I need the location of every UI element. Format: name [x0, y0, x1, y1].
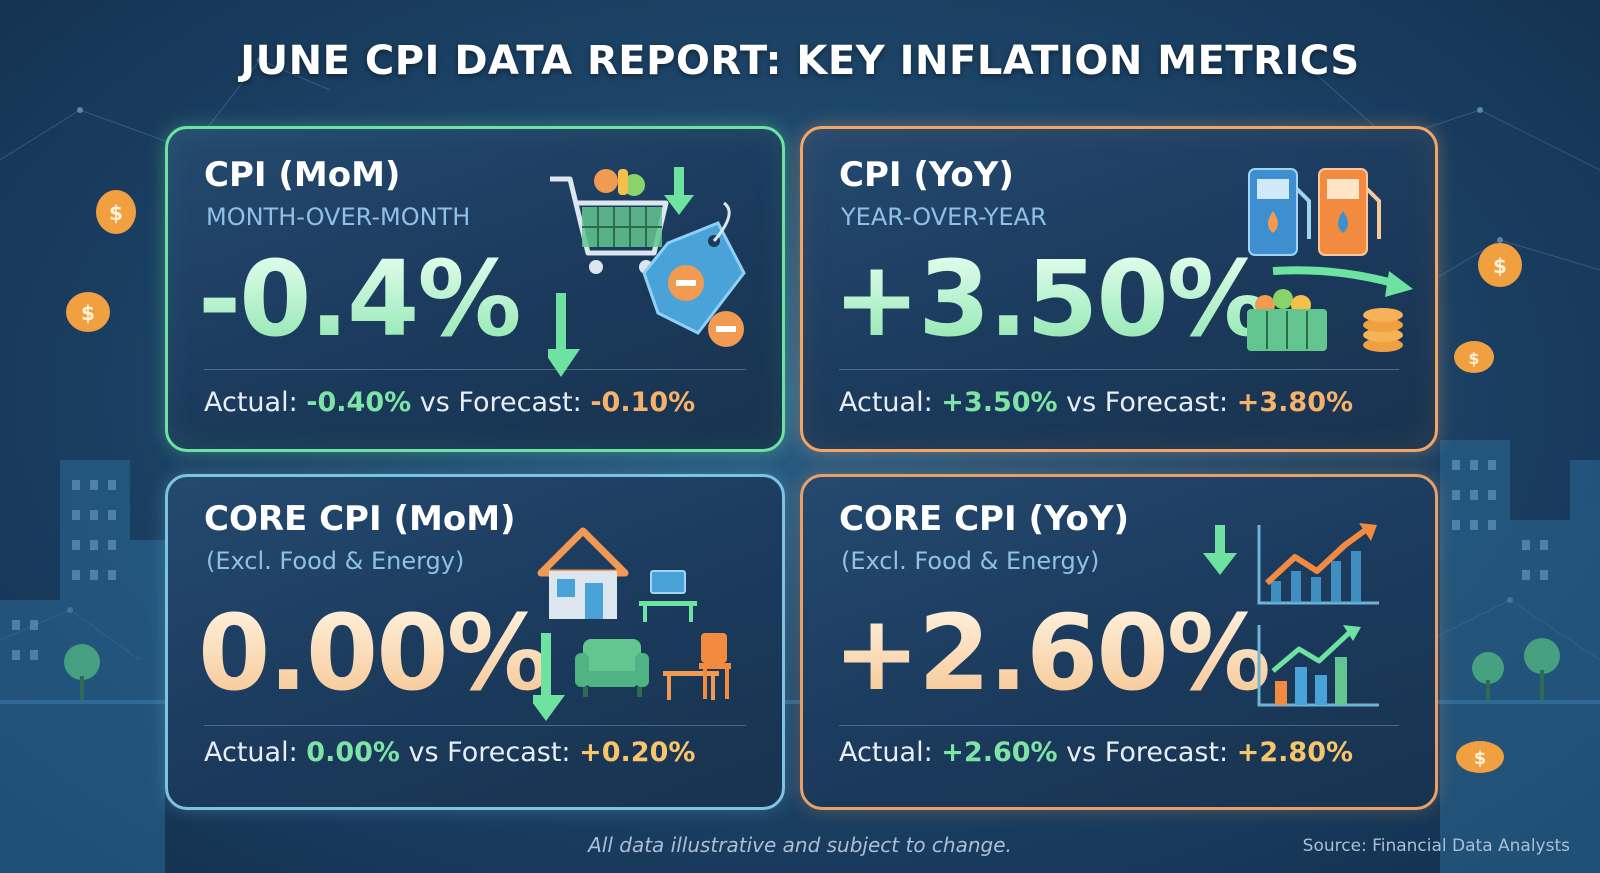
- fuel-pump-icon: [1248, 168, 1381, 256]
- price-tag-icon: [642, 201, 746, 335]
- actual-vs-forecast: Actual: +2.60% vs Forecast: +2.80%: [839, 737, 1353, 768]
- card-divider: [839, 725, 1399, 726]
- desk-icon: [639, 570, 697, 622]
- armchair-icon: [575, 639, 649, 697]
- card-title: CORE CPI (MoM): [204, 499, 516, 539]
- actual-vs-forecast: Actual: -0.40% vs Forecast: -0.10%: [204, 387, 695, 418]
- forecast-value: -0.10%: [590, 387, 696, 418]
- actual-label: Actual:: [204, 387, 298, 418]
- headline-value: +2.60%: [833, 592, 1271, 714]
- house-icon: [537, 527, 629, 619]
- card-subtitle: (Excl. Food & Energy): [206, 547, 465, 575]
- svg-text:$: $: [1468, 349, 1479, 368]
- down-arrow-icon: [664, 167, 694, 215]
- bar-chart-icon: [1257, 625, 1379, 707]
- forecast-value: +3.80%: [1236, 387, 1354, 418]
- actual-value: +3.50%: [941, 387, 1058, 418]
- card-divider: [204, 369, 746, 370]
- card-icons: [1203, 523, 1379, 707]
- card-icons: [1247, 168, 1413, 352]
- card-subtitle: MONTH-OVER-MONTH: [206, 203, 471, 231]
- actual-label: Actual:: [839, 737, 933, 768]
- svg-text:$: $: [109, 201, 123, 225]
- svg-text:$: $: [1474, 748, 1487, 769]
- forecast-value: +2.80%: [1236, 737, 1354, 768]
- chair-icon: [663, 633, 731, 700]
- card-title: CPI (YoY): [839, 155, 1014, 195]
- vs-forecast-label: vs Forecast:: [1066, 387, 1229, 418]
- actual-value: -0.40%: [306, 387, 412, 418]
- curved-arrow-icon: [1272, 266, 1413, 297]
- card-title: CORE CPI (YoY): [839, 499, 1130, 539]
- actual-value: 0.00%: [306, 737, 400, 768]
- forecast-value: +0.20%: [579, 737, 696, 768]
- card-icons: [533, 527, 731, 721]
- shopping-cart-icon: [550, 169, 669, 274]
- down-arrow-icon: [548, 293, 580, 377]
- vs-forecast-label: vs Forecast:: [408, 737, 571, 768]
- down-arrow-icon: [1203, 525, 1237, 575]
- svg-text:$: $: [1493, 254, 1507, 278]
- minus-icon: [708, 311, 744, 347]
- card-core-cpi-yoy: CORE CPI (YoY) (Excl. Food & Energy) +2.…: [800, 474, 1438, 810]
- actual-vs-forecast: Actual: +3.50% vs Forecast: +3.80%: [839, 387, 1353, 418]
- card-icons: [548, 167, 746, 377]
- card-core-cpi-mom: CORE CPI (MoM) (Excl. Food & Energy) 0.0…: [165, 474, 785, 810]
- card-divider: [204, 725, 746, 726]
- down-arrow-icon: [533, 633, 565, 721]
- card-title: CPI (MoM): [204, 155, 401, 195]
- headline-value: -0.4%: [198, 238, 522, 360]
- svg-text:$: $: [81, 301, 95, 325]
- card-cpi-mom: CPI (MoM) MONTH-OVER-MONTH -0.4%: [165, 126, 785, 452]
- actual-vs-forecast: Actual: 0.00% vs Forecast: +0.20%: [204, 737, 695, 768]
- card-subtitle: (Excl. Food & Energy): [841, 547, 1100, 575]
- rising-line-chart-icon: [1257, 523, 1379, 605]
- card-divider: [839, 369, 1399, 370]
- vs-forecast-label: vs Forecast:: [419, 387, 582, 418]
- actual-value: +2.60%: [941, 737, 1058, 768]
- coin-stack-icon: [1363, 308, 1403, 352]
- source-credit: Source: Financial Data Analysts: [1302, 836, 1570, 856]
- actual-label: Actual:: [204, 737, 298, 768]
- headline-value: 0.00%: [198, 592, 551, 714]
- vs-forecast-label: vs Forecast:: [1066, 737, 1229, 768]
- grocery-basket-icon: [1247, 289, 1327, 351]
- headline-value: +3.50%: [833, 238, 1271, 360]
- actual-label: Actual:: [839, 387, 933, 418]
- card-cpi-yoy: CPI (YoY) YEAR-OVER-YEAR +3.50%: [800, 126, 1438, 452]
- card-subtitle: YEAR-OVER-YEAR: [841, 203, 1047, 231]
- disclaimer: All data illustrative and subject to cha…: [588, 833, 1012, 857]
- page-title: JUNE CPI DATA REPORT: KEY INFLATION METR…: [240, 38, 1360, 84]
